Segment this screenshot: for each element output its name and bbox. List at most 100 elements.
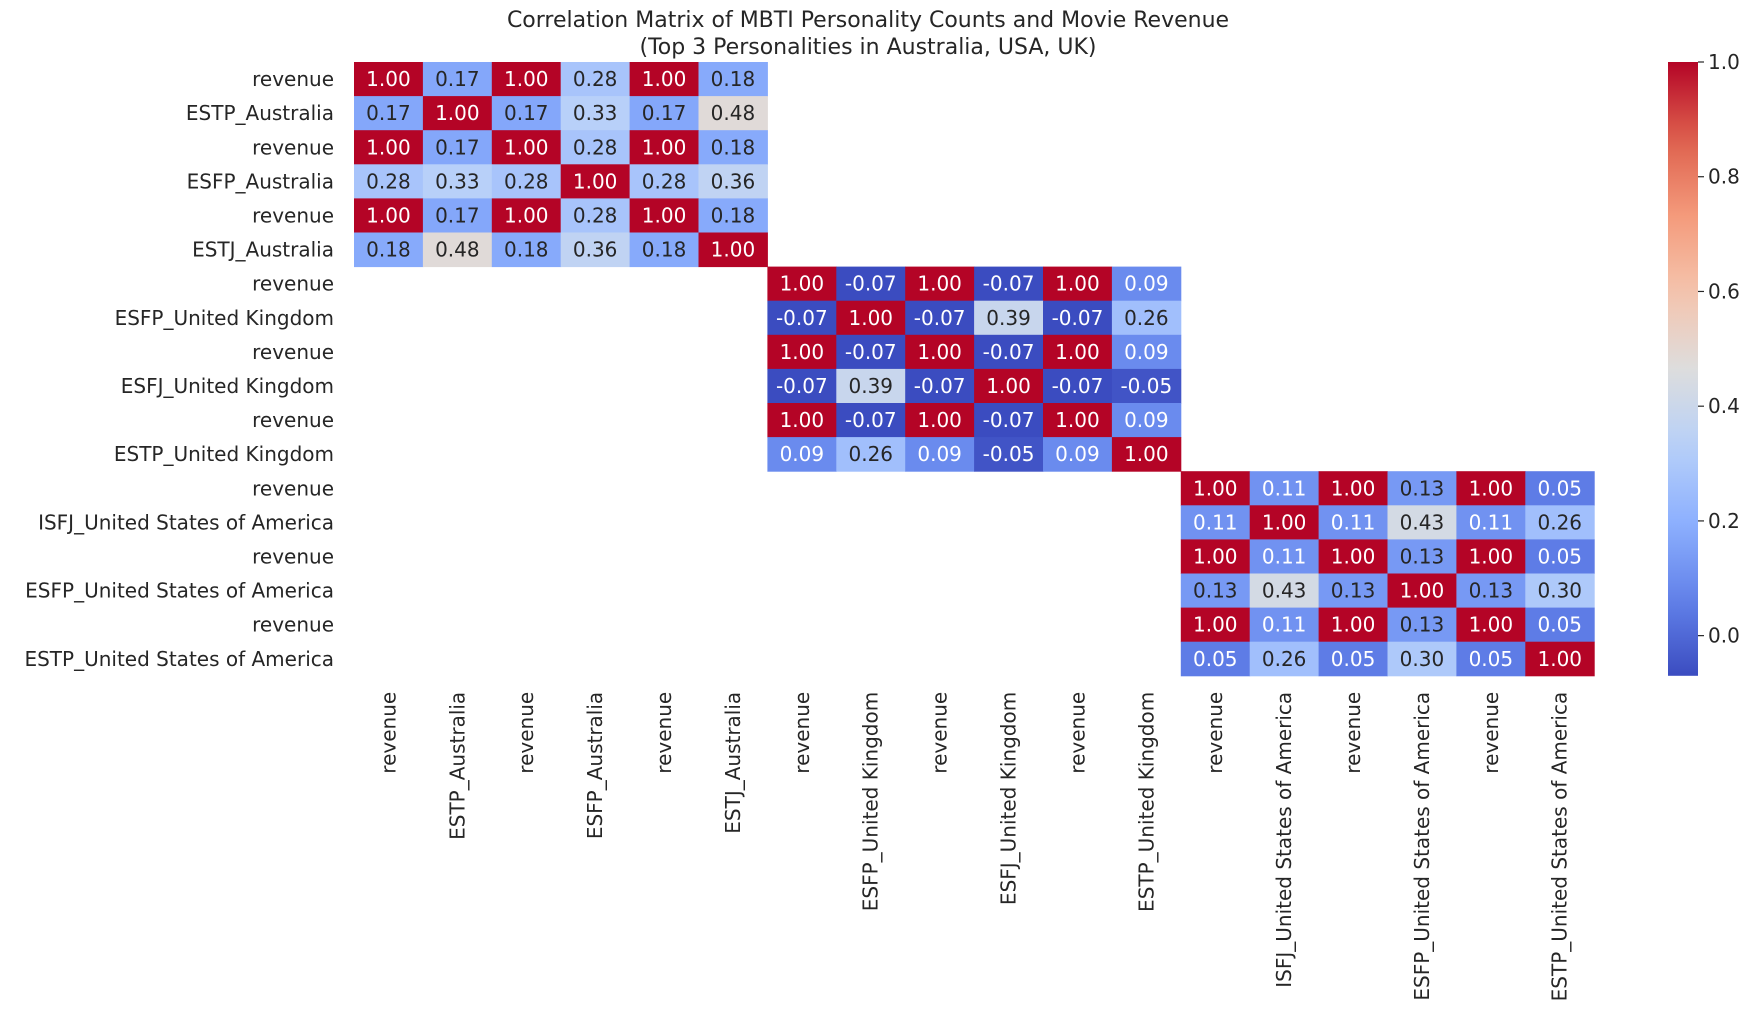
y-tick-label: ESTP_Australia	[186, 101, 334, 125]
cell-value-label: 0.26	[1537, 510, 1582, 534]
cell-value-label: 0.18	[711, 203, 756, 227]
heatmap-cell	[1043, 300, 1113, 336]
heatmap-cell	[836, 403, 906, 438]
cell-value-label: 1.00	[573, 169, 618, 193]
heatmap-cell	[1387, 641, 1457, 677]
heatmap-cell	[629, 130, 699, 165]
heatmap-cell	[974, 437, 1044, 472]
y-tick-label: ISFJ_United States of America	[38, 510, 334, 534]
cell-value-label: 1.00	[504, 203, 549, 227]
cell-value-label: 0.17	[642, 101, 687, 125]
y-tick-label: revenue	[252, 544, 334, 568]
y-tick-label: revenue	[252, 408, 334, 432]
heatmap-cell	[1456, 505, 1526, 540]
cell-value-label: 0.28	[573, 67, 618, 91]
cell-value-label: 0.30	[1400, 647, 1445, 671]
x-tick-label: revenue	[376, 692, 400, 774]
heatmap-cell	[1180, 573, 1251, 609]
heatmap-cell	[974, 368, 1044, 404]
cell-value-label: 0.39	[848, 374, 893, 398]
heatmap-cell	[1111, 266, 1182, 302]
cell-value-label: 0.05	[1537, 544, 1582, 568]
cell-value-label: 1.00	[780, 272, 825, 296]
cell-value-label: 1.00	[504, 135, 549, 159]
x-tick-label: revenue	[928, 692, 952, 774]
heatmap-cell	[354, 232, 424, 268]
cell-value-label: 0.28	[573, 135, 618, 159]
heatmap-cell	[767, 334, 837, 370]
heatmap-cell	[354, 62, 424, 97]
y-tick-label: ESTP_United Kingdom	[114, 442, 334, 466]
cell-value-label: 1.00	[1469, 613, 1514, 637]
cell-value-label: 0.09	[1055, 442, 1100, 466]
heatmap-cell	[698, 232, 768, 268]
heatmap-cell	[974, 334, 1044, 370]
x-tick-label: ESFP_Australia	[583, 692, 607, 839]
cell-value-label: 0.11	[1262, 476, 1307, 500]
heatmap-cell	[1249, 573, 1320, 609]
cell-value-label: 1.00	[1124, 442, 1169, 466]
heatmap-cell	[1180, 505, 1251, 540]
cell-value-label: 1.00	[1193, 544, 1238, 568]
x-tick-label: revenue	[1479, 692, 1503, 774]
cell-value-label: -0.07	[845, 340, 897, 364]
heatmap-cell	[1043, 368, 1113, 404]
heatmap-cell	[1456, 573, 1526, 609]
heatmap-cell	[629, 62, 699, 97]
cell-value-label: 0.36	[711, 169, 756, 193]
heatmap-cell	[422, 130, 493, 165]
heatmap-cell	[1456, 471, 1526, 506]
heatmap-cell	[905, 437, 975, 472]
cell-value-label: 0.11	[1331, 510, 1376, 534]
heatmap-cell	[560, 232, 631, 268]
heatmap-cell	[491, 62, 562, 97]
cell-value-label: 0.13	[1469, 579, 1514, 603]
cell-value-label: 0.05	[1469, 647, 1514, 671]
heatmap-cell	[1249, 607, 1320, 643]
cell-value-label: 0.05	[1537, 476, 1582, 500]
heatmap-cell	[1249, 641, 1320, 677]
y-tick-label: revenue	[252, 135, 334, 159]
heatmap-cell	[1180, 471, 1251, 506]
y-tick-label: revenue	[252, 613, 334, 637]
heatmap-cell	[1387, 607, 1457, 643]
heatmap-cell	[1043, 437, 1113, 472]
cell-value-label: 0.17	[435, 203, 480, 227]
heatmap-cell	[836, 334, 906, 370]
y-tick-label: ESFP_United States of America	[25, 579, 334, 603]
cell-value-label: 1.00	[848, 306, 893, 330]
cell-value-label: 1.00	[642, 67, 687, 91]
cell-value-label: 1.00	[366, 203, 411, 227]
cell-value-label: 0.17	[435, 67, 480, 91]
cell-value-label: 1.00	[1331, 544, 1376, 568]
cell-value-label: -0.07	[776, 306, 828, 330]
cell-value-label: 0.17	[435, 135, 480, 159]
heatmap-cell	[1525, 505, 1595, 540]
heatmap-cell	[1180, 607, 1251, 643]
x-tick-labels: revenue ESTP_Australia revenue ESFP_Austral…	[376, 692, 1571, 1002]
cell-value-label: 0.09	[917, 442, 962, 466]
cell-value-label: 1.00	[780, 340, 825, 364]
heatmap-cell	[1043, 266, 1113, 302]
heatmap-cell	[698, 130, 768, 165]
cell-value-label: 0.26	[1262, 647, 1307, 671]
cell-value-label: 1.00	[504, 67, 549, 91]
cell-value-label: 0.11	[1469, 510, 1514, 534]
heatmap-cell	[905, 300, 975, 336]
y-tick-label: ESFP_Australia	[187, 169, 334, 193]
heatmap-cell	[905, 266, 975, 302]
cell-value-label: 0.13	[1331, 579, 1376, 603]
cell-value-label: 1.00	[642, 135, 687, 159]
cell-value-label: 0.28	[573, 203, 618, 227]
heatmap-cell	[422, 96, 493, 131]
x-tick-label: revenue	[1341, 692, 1365, 774]
y-tick-label: ESTP_United States of America	[24, 647, 334, 671]
cell-value-label: 0.17	[504, 101, 549, 125]
heatmap-cell	[1249, 471, 1320, 506]
heatmap-cell	[1318, 573, 1388, 609]
heatmap-cell	[905, 403, 975, 438]
heatmap-cell	[1111, 368, 1182, 404]
heatmap-cell	[1318, 539, 1388, 574]
heatmap-cells: 1.00 0.17 1.00 0.28 1.00 0.18 0.17 1.00 0.17 0.33…	[354, 62, 1595, 677]
cell-value-label: 0.17	[366, 101, 411, 125]
